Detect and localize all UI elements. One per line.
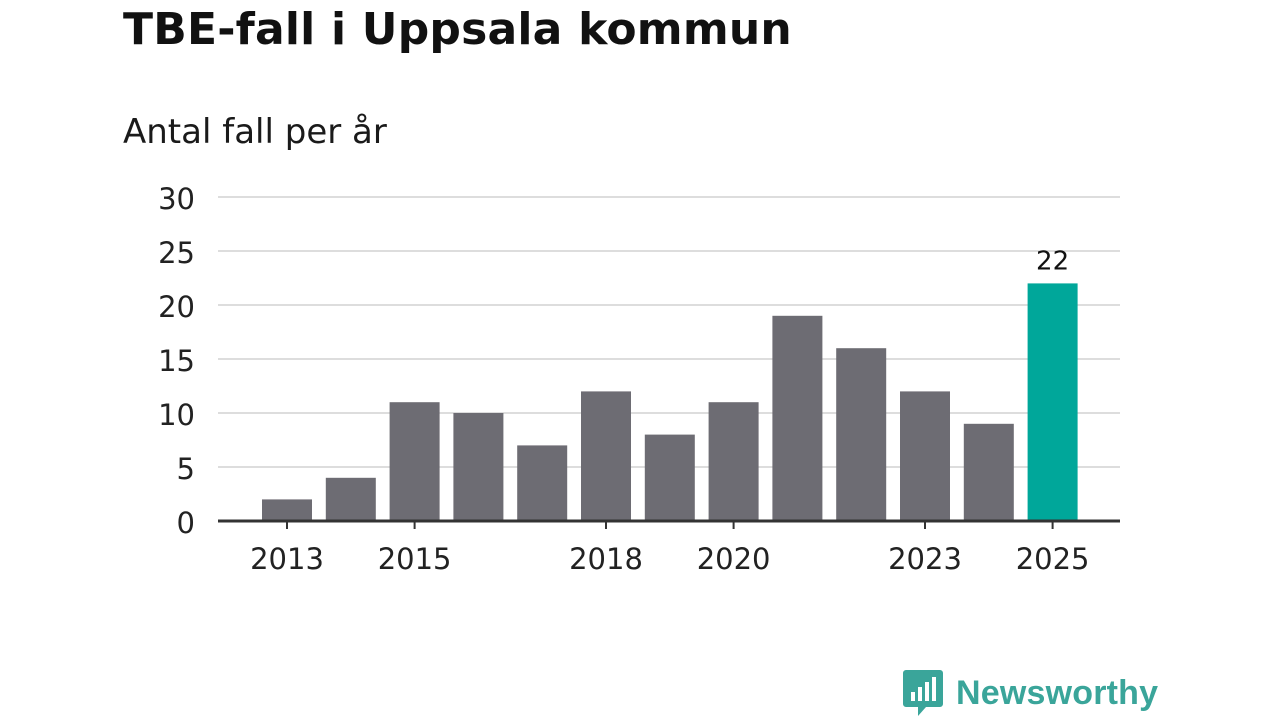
bar-2022 <box>836 348 887 521</box>
y-axis-tick-labels: 0 5 10 15 20 25 30 <box>158 182 195 540</box>
bar-2025 <box>1027 283 1078 521</box>
data-label: 22 <box>1036 246 1069 276</box>
newsworthy-logo-icon <box>903 670 943 716</box>
x-tick-label: 2020 <box>697 542 771 576</box>
y-tick-label: 20 <box>158 290 195 324</box>
y-tick-label: 10 <box>158 398 195 432</box>
chart-subtitle: Antal fall per år <box>123 112 387 152</box>
brand-name: Newsworthy <box>956 673 1159 712</box>
bar-2023 <box>900 391 950 521</box>
bar-2014 <box>325 477 376 521</box>
bar-2020 <box>708 402 759 521</box>
y-tick-label: 25 <box>158 236 195 270</box>
bars <box>262 283 1078 521</box>
chart-title: TBE-fall i Uppsala kommun <box>123 4 792 55</box>
x-tick-label: 2018 <box>569 542 643 576</box>
x-tick-label: 2023 <box>888 542 962 576</box>
y-tick-label: 5 <box>177 452 195 486</box>
x-tick-label: 2015 <box>378 542 452 576</box>
bar-2015 <box>389 402 440 521</box>
y-tick-label: 30 <box>158 182 195 216</box>
x-tick-label: 2025 <box>1016 542 1090 576</box>
bar-2019 <box>644 434 695 521</box>
bar-2013 <box>262 499 312 521</box>
x-tick-label: 2013 <box>250 542 324 576</box>
bar-2018 <box>581 391 631 521</box>
y-tick-label: 15 <box>158 344 195 378</box>
bar-2016 <box>453 413 504 521</box>
bar-2024 <box>963 423 1014 521</box>
data-labels: 22 <box>1036 246 1069 276</box>
y-tick-label: 0 <box>177 506 195 540</box>
brand-logo: Newsworthy <box>902 668 1158 718</box>
bar-2021 <box>772 315 823 521</box>
bar-2017 <box>517 445 568 521</box>
x-axis: 2013 2015 2018 2020 2023 2025 <box>218 519 1120 576</box>
